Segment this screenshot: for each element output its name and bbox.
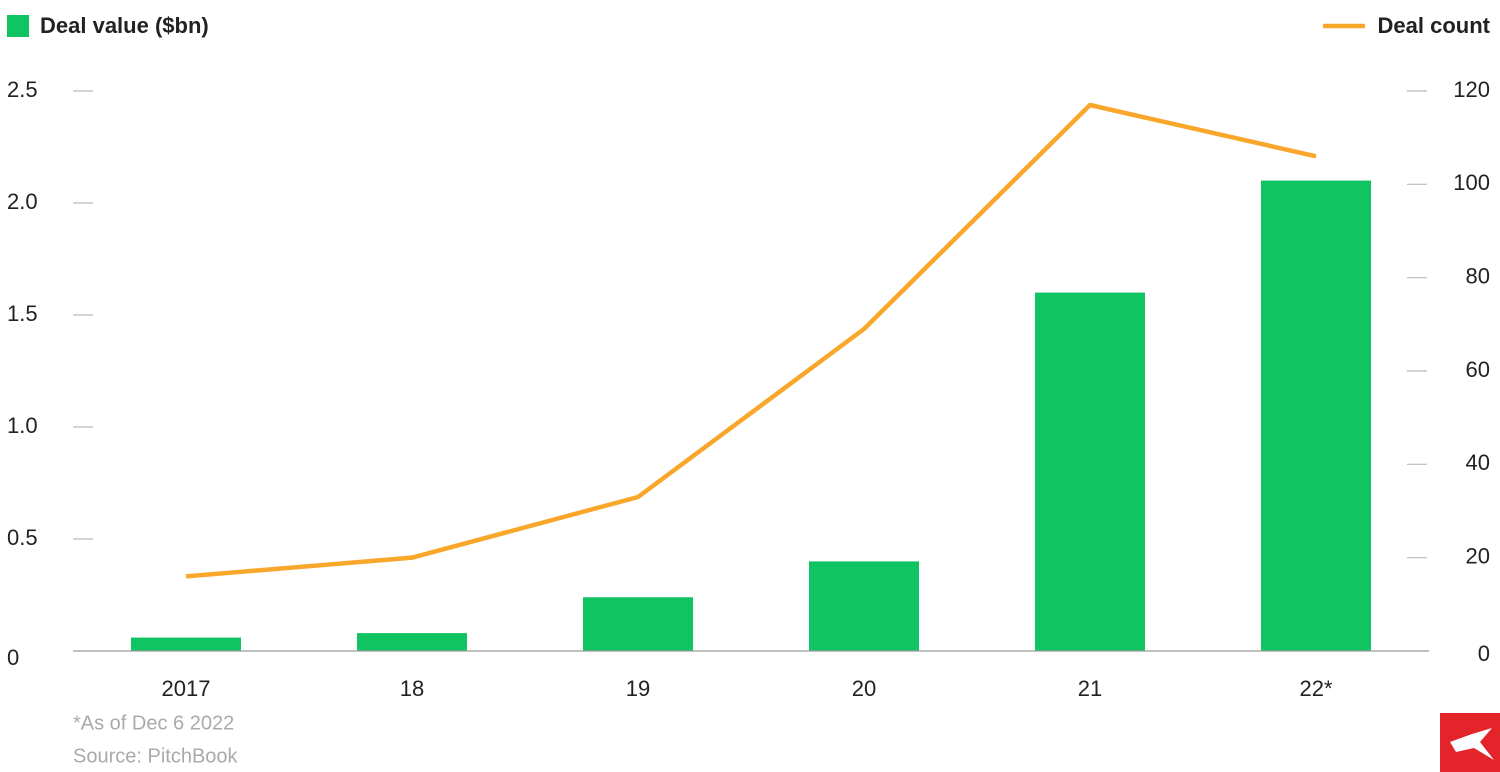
bar — [357, 633, 467, 651]
legend: Deal value ($bn) Deal count — [7, 13, 1491, 38]
x-tick-label: 19 — [626, 676, 650, 701]
y2-tick-label: 0 — [1478, 641, 1490, 666]
y2-tick-label: 120 — [1453, 77, 1490, 102]
line — [185, 102, 1317, 579]
bar — [583, 597, 693, 651]
x-tick-label: 20 — [852, 676, 876, 701]
y2-tick-label: 80 — [1466, 263, 1490, 288]
y-tick-label: 0.5 — [7, 525, 38, 550]
y2-tick-label: 100 — [1453, 170, 1490, 195]
x-tick-label: 22* — [1299, 676, 1332, 701]
bar — [809, 561, 919, 651]
y-tick-label: 1.0 — [7, 413, 38, 438]
logo — [1440, 713, 1500, 772]
x-tick-label: 18 — [400, 676, 424, 701]
bar — [1035, 292, 1145, 651]
source: Source: PitchBook — [73, 745, 239, 767]
y2-tick-label: 20 — [1466, 543, 1490, 568]
legend-label: Deal value ($bn) — [40, 13, 209, 38]
footnote: *As of Dec 6 2022 — [73, 712, 234, 734]
y-tick-label: 1.5 — [7, 301, 38, 326]
y-tick-label: 0 — [7, 645, 19, 670]
bar — [1261, 180, 1371, 651]
y2-tick-label: 60 — [1466, 357, 1490, 382]
logo-mark — [1450, 728, 1494, 760]
x-tick-label: 2017 — [162, 676, 211, 701]
legend-label: Deal count — [1378, 13, 1491, 38]
y2-tick-label: 40 — [1466, 450, 1490, 475]
legend-swatch — [7, 15, 29, 37]
x-tick-label: 21 — [1078, 676, 1102, 701]
y-tick-label: 2.0 — [7, 189, 38, 214]
bar — [131, 637, 241, 651]
y-tick-label: 2.5 — [7, 77, 38, 102]
